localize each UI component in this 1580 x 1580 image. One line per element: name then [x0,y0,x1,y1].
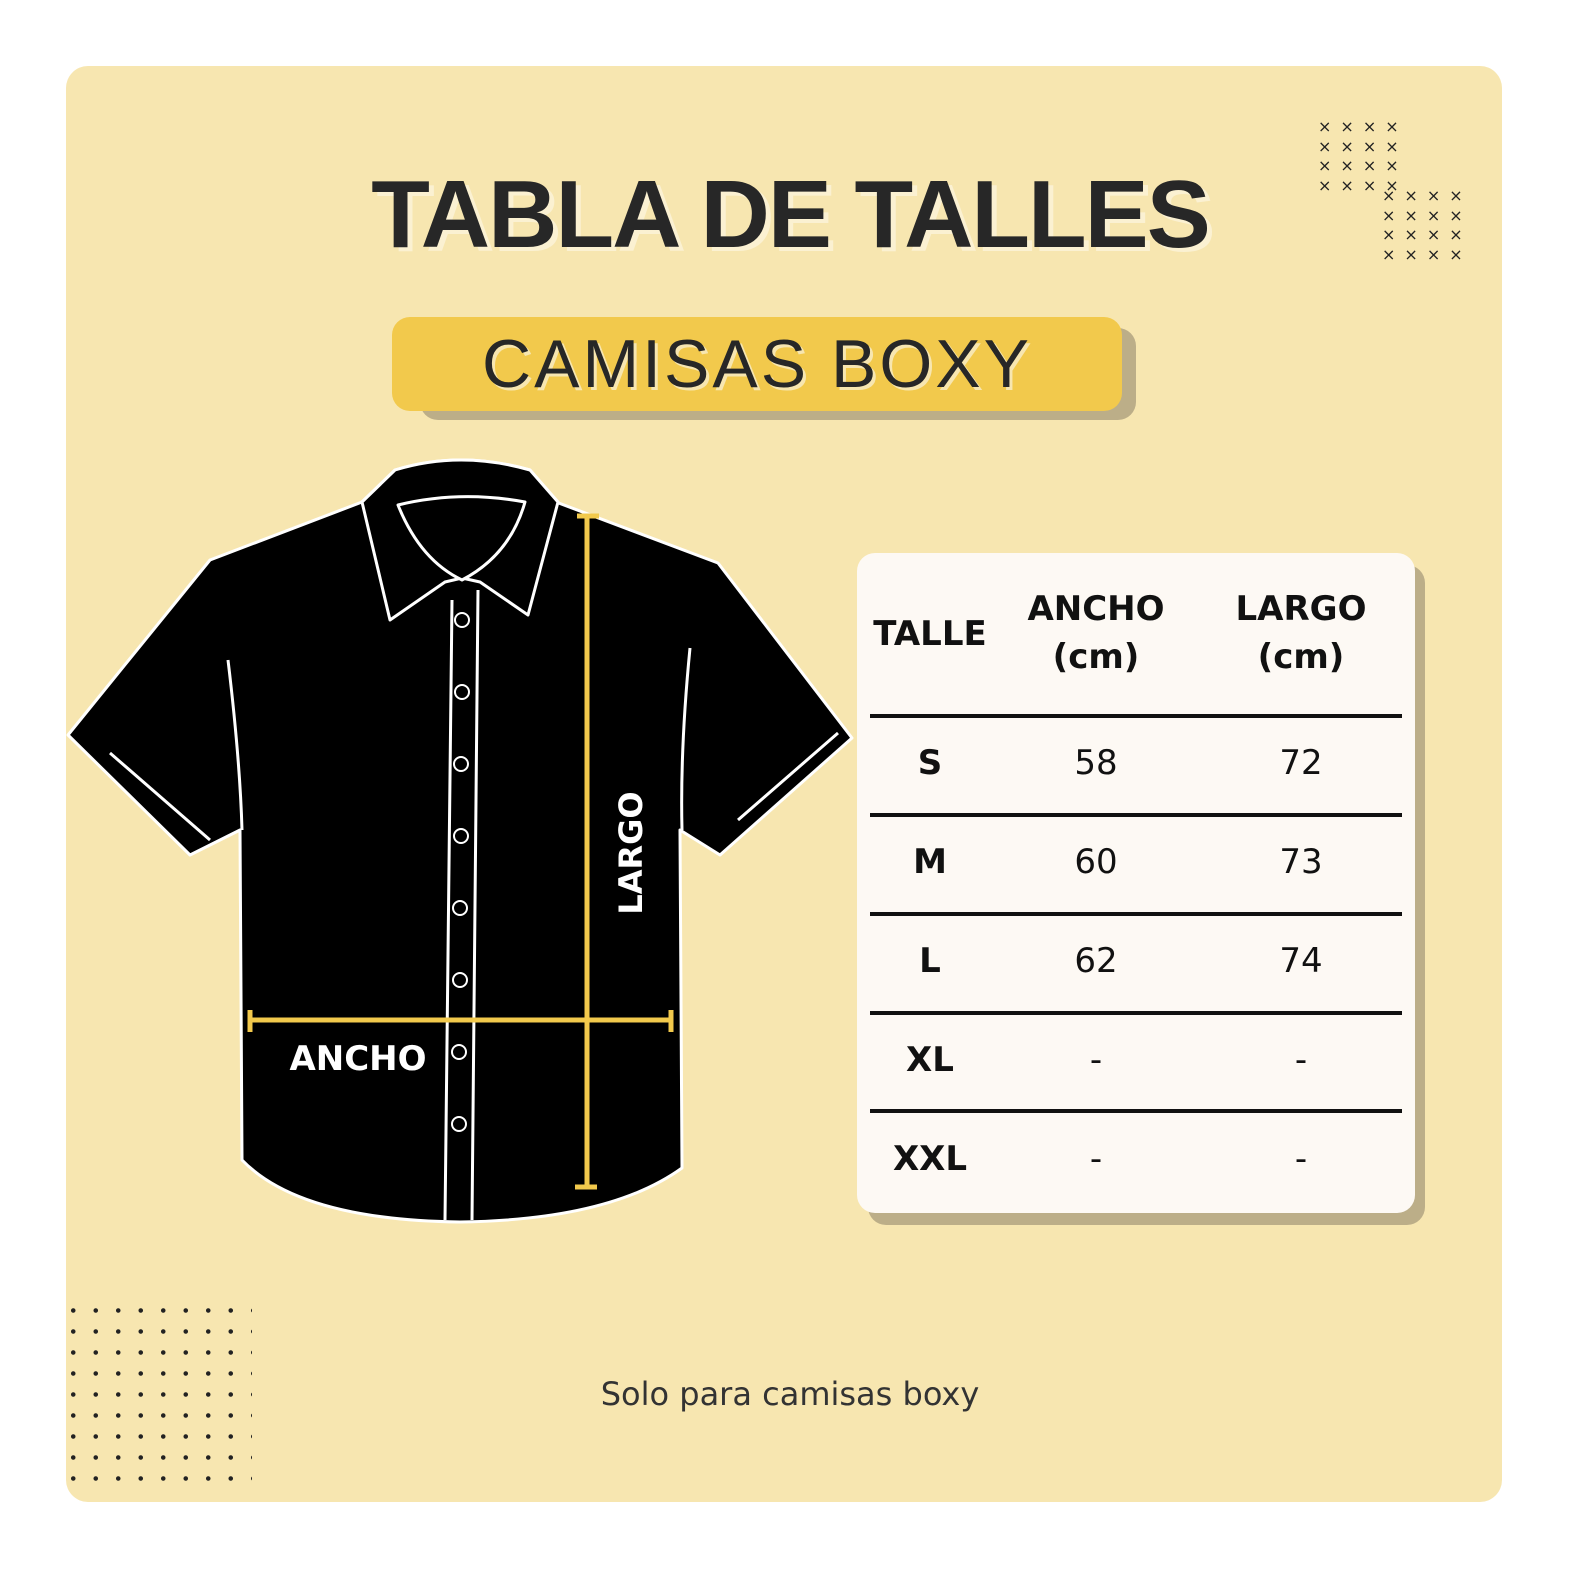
size-cell: XXL [892,1139,968,1179]
cross-pattern-decoration: ×××× ×××× ×××× ×××× [1382,186,1472,264]
size-cell: L [919,941,941,981]
largo-cell: - [1294,1139,1308,1179]
header-text: ANCHO [1027,589,1165,629]
cross-pattern-decoration: ×××× ×××× ×××× ×××× [1318,117,1408,195]
page-title: TABLA DE TALLES [371,161,1210,268]
size-table [857,553,1415,1213]
measure-lines [247,513,674,1190]
header-ancho: ANCHO (cm) [1015,585,1177,681]
divider [870,1109,1402,1113]
divider [870,912,1402,916]
ancho-cell: 62 [1074,941,1118,981]
width-label: ANCHO [289,1039,426,1079]
ancho-cell: - [1089,1040,1103,1080]
length-label: LARGO [612,791,650,914]
divider [870,714,1402,718]
ancho-cell: 60 [1074,842,1118,882]
largo-cell: 73 [1279,842,1323,882]
size-cell: M [913,842,947,882]
subtitle-badge: CAMISAS BOXY [392,317,1122,411]
header-unit: (cm) [1257,637,1345,677]
size-cell: XL [906,1040,954,1080]
ancho-cell: - [1089,1139,1103,1179]
header-text: LARGO [1235,589,1367,629]
size-cell: S [917,743,943,783]
largo-cell: 72 [1279,743,1323,783]
header-largo: LARGO (cm) [1220,585,1382,681]
footer-note: Solo para camisas boxy [600,1375,980,1413]
largo-cell: 74 [1279,941,1323,981]
shirt-illustration: ANCHO LARGO [66,458,854,1224]
largo-cell: - [1294,1040,1308,1080]
dot-pattern-decoration [62,1300,252,1485]
header-talle: TALLE [870,610,990,658]
divider [870,1011,1402,1015]
ancho-cell: 58 [1074,743,1118,783]
button-icons [451,612,470,1132]
header-text: TALLE [873,614,987,654]
header-unit: (cm) [1052,637,1140,677]
divider [870,813,1402,817]
